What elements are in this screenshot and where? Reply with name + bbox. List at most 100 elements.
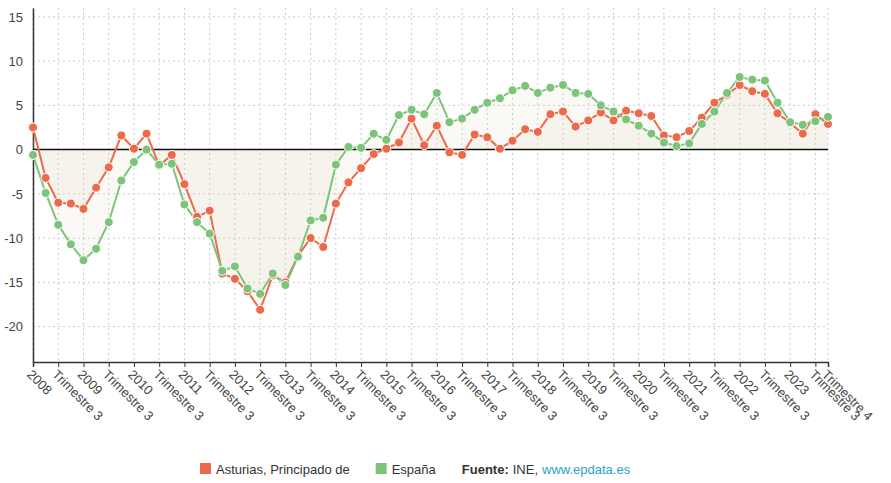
marker [382, 144, 391, 153]
marker [647, 129, 656, 138]
marker [609, 116, 618, 125]
marker [824, 112, 833, 121]
tick-mark [538, 362, 539, 367]
tick-label: Trimestre 3 [453, 367, 510, 424]
tick-mark [714, 362, 715, 367]
marker [685, 127, 694, 136]
legend: Asturias, Principado deEspañaFuente:INE,… [200, 462, 631, 477]
tick: 2013 [277, 362, 308, 398]
marker [811, 117, 820, 126]
tick: 2016 [428, 362, 459, 398]
line [33, 77, 828, 294]
marker [495, 94, 504, 103]
tick-mark [159, 362, 160, 367]
tick-label: Trimestre 4 [819, 367, 876, 424]
source-link[interactable]: www.epdata.es [541, 462, 631, 477]
marker [735, 73, 744, 82]
tick: 10 [9, 54, 33, 69]
tick: 2021 [680, 362, 711, 398]
marker [508, 136, 517, 145]
tick: Trimestre 3 [49, 362, 106, 423]
tick-label: 2014 [327, 367, 358, 398]
marker [104, 218, 113, 227]
tick-mark [336, 362, 337, 367]
tick-label: 2008 [24, 367, 55, 398]
grid-line [33, 193, 828, 194]
tick: 2012 [226, 362, 257, 398]
marker [445, 118, 454, 127]
marker [331, 160, 340, 169]
grid-line [613, 8, 614, 362]
marker [66, 199, 75, 208]
marker [798, 120, 807, 129]
tick-mark [815, 362, 816, 367]
tick-mark [513, 362, 514, 367]
marker [394, 111, 403, 120]
marker [710, 98, 719, 107]
marker [533, 127, 542, 136]
marker [773, 98, 782, 107]
tick: 2009 [75, 362, 106, 398]
marker [104, 163, 113, 172]
marker [394, 138, 403, 147]
grid-line [714, 8, 715, 362]
axis-line [33, 9, 35, 363]
tick-label: 2011 [176, 367, 206, 397]
tick-label: Trimestre 3 [49, 367, 106, 424]
marker [760, 89, 769, 98]
grid-line [33, 16, 828, 17]
x-axis: 2008Trimestre 32009Trimestre 32010Trimes… [24, 362, 876, 423]
marker [559, 80, 568, 89]
tick: Trimestre 3 [251, 362, 308, 423]
marker [230, 274, 239, 283]
marker [521, 125, 530, 134]
grid-line [133, 8, 134, 362]
tick: Trimestre 3 [756, 362, 813, 423]
tick-mark [260, 362, 261, 367]
marker [357, 164, 366, 173]
tick-mark [437, 362, 438, 367]
tick-label: -20 [4, 319, 23, 334]
marker [319, 213, 328, 222]
tick: -10 [4, 231, 33, 246]
tick-mark [689, 362, 690, 367]
tick-mark [740, 362, 741, 367]
tick: Trimestre 3 [302, 362, 359, 423]
tick-label: Trimestre 3 [403, 367, 460, 424]
marker [584, 89, 593, 98]
marker [420, 110, 429, 119]
tick-label: Trimestre 3 [302, 367, 359, 424]
marker [458, 114, 467, 123]
marker [571, 88, 580, 97]
marker [180, 200, 189, 209]
marker [167, 150, 176, 159]
marker [407, 114, 416, 123]
tick: Trimestre 3 [150, 362, 207, 423]
grid-line [537, 8, 538, 362]
grid-line [638, 8, 639, 362]
marker [622, 115, 631, 124]
tick-label: 2023 [781, 367, 812, 398]
marker [470, 130, 479, 139]
grid-line [159, 8, 160, 362]
tick-mark [83, 362, 84, 367]
grid-line [663, 8, 664, 362]
marker [294, 251, 303, 260]
tick-mark [58, 362, 59, 367]
tick-label: Trimestre 3 [706, 367, 763, 424]
tick-label: 10 [9, 54, 23, 69]
tick: 2015 [377, 362, 408, 398]
grid-line [33, 8, 34, 362]
marker [697, 119, 706, 128]
grid-line [33, 238, 828, 239]
marker [256, 289, 265, 298]
marker [92, 183, 101, 192]
tick: Trimestre 3 [100, 362, 157, 423]
tick-label: 2018 [529, 367, 560, 398]
tick-label: Trimestre 3 [251, 367, 308, 424]
tick-label: 2012 [226, 367, 257, 398]
marker [634, 109, 643, 118]
tick-mark [386, 362, 387, 367]
marker [773, 109, 782, 118]
source: Fuente:INE,www.epdata.es [462, 462, 631, 477]
